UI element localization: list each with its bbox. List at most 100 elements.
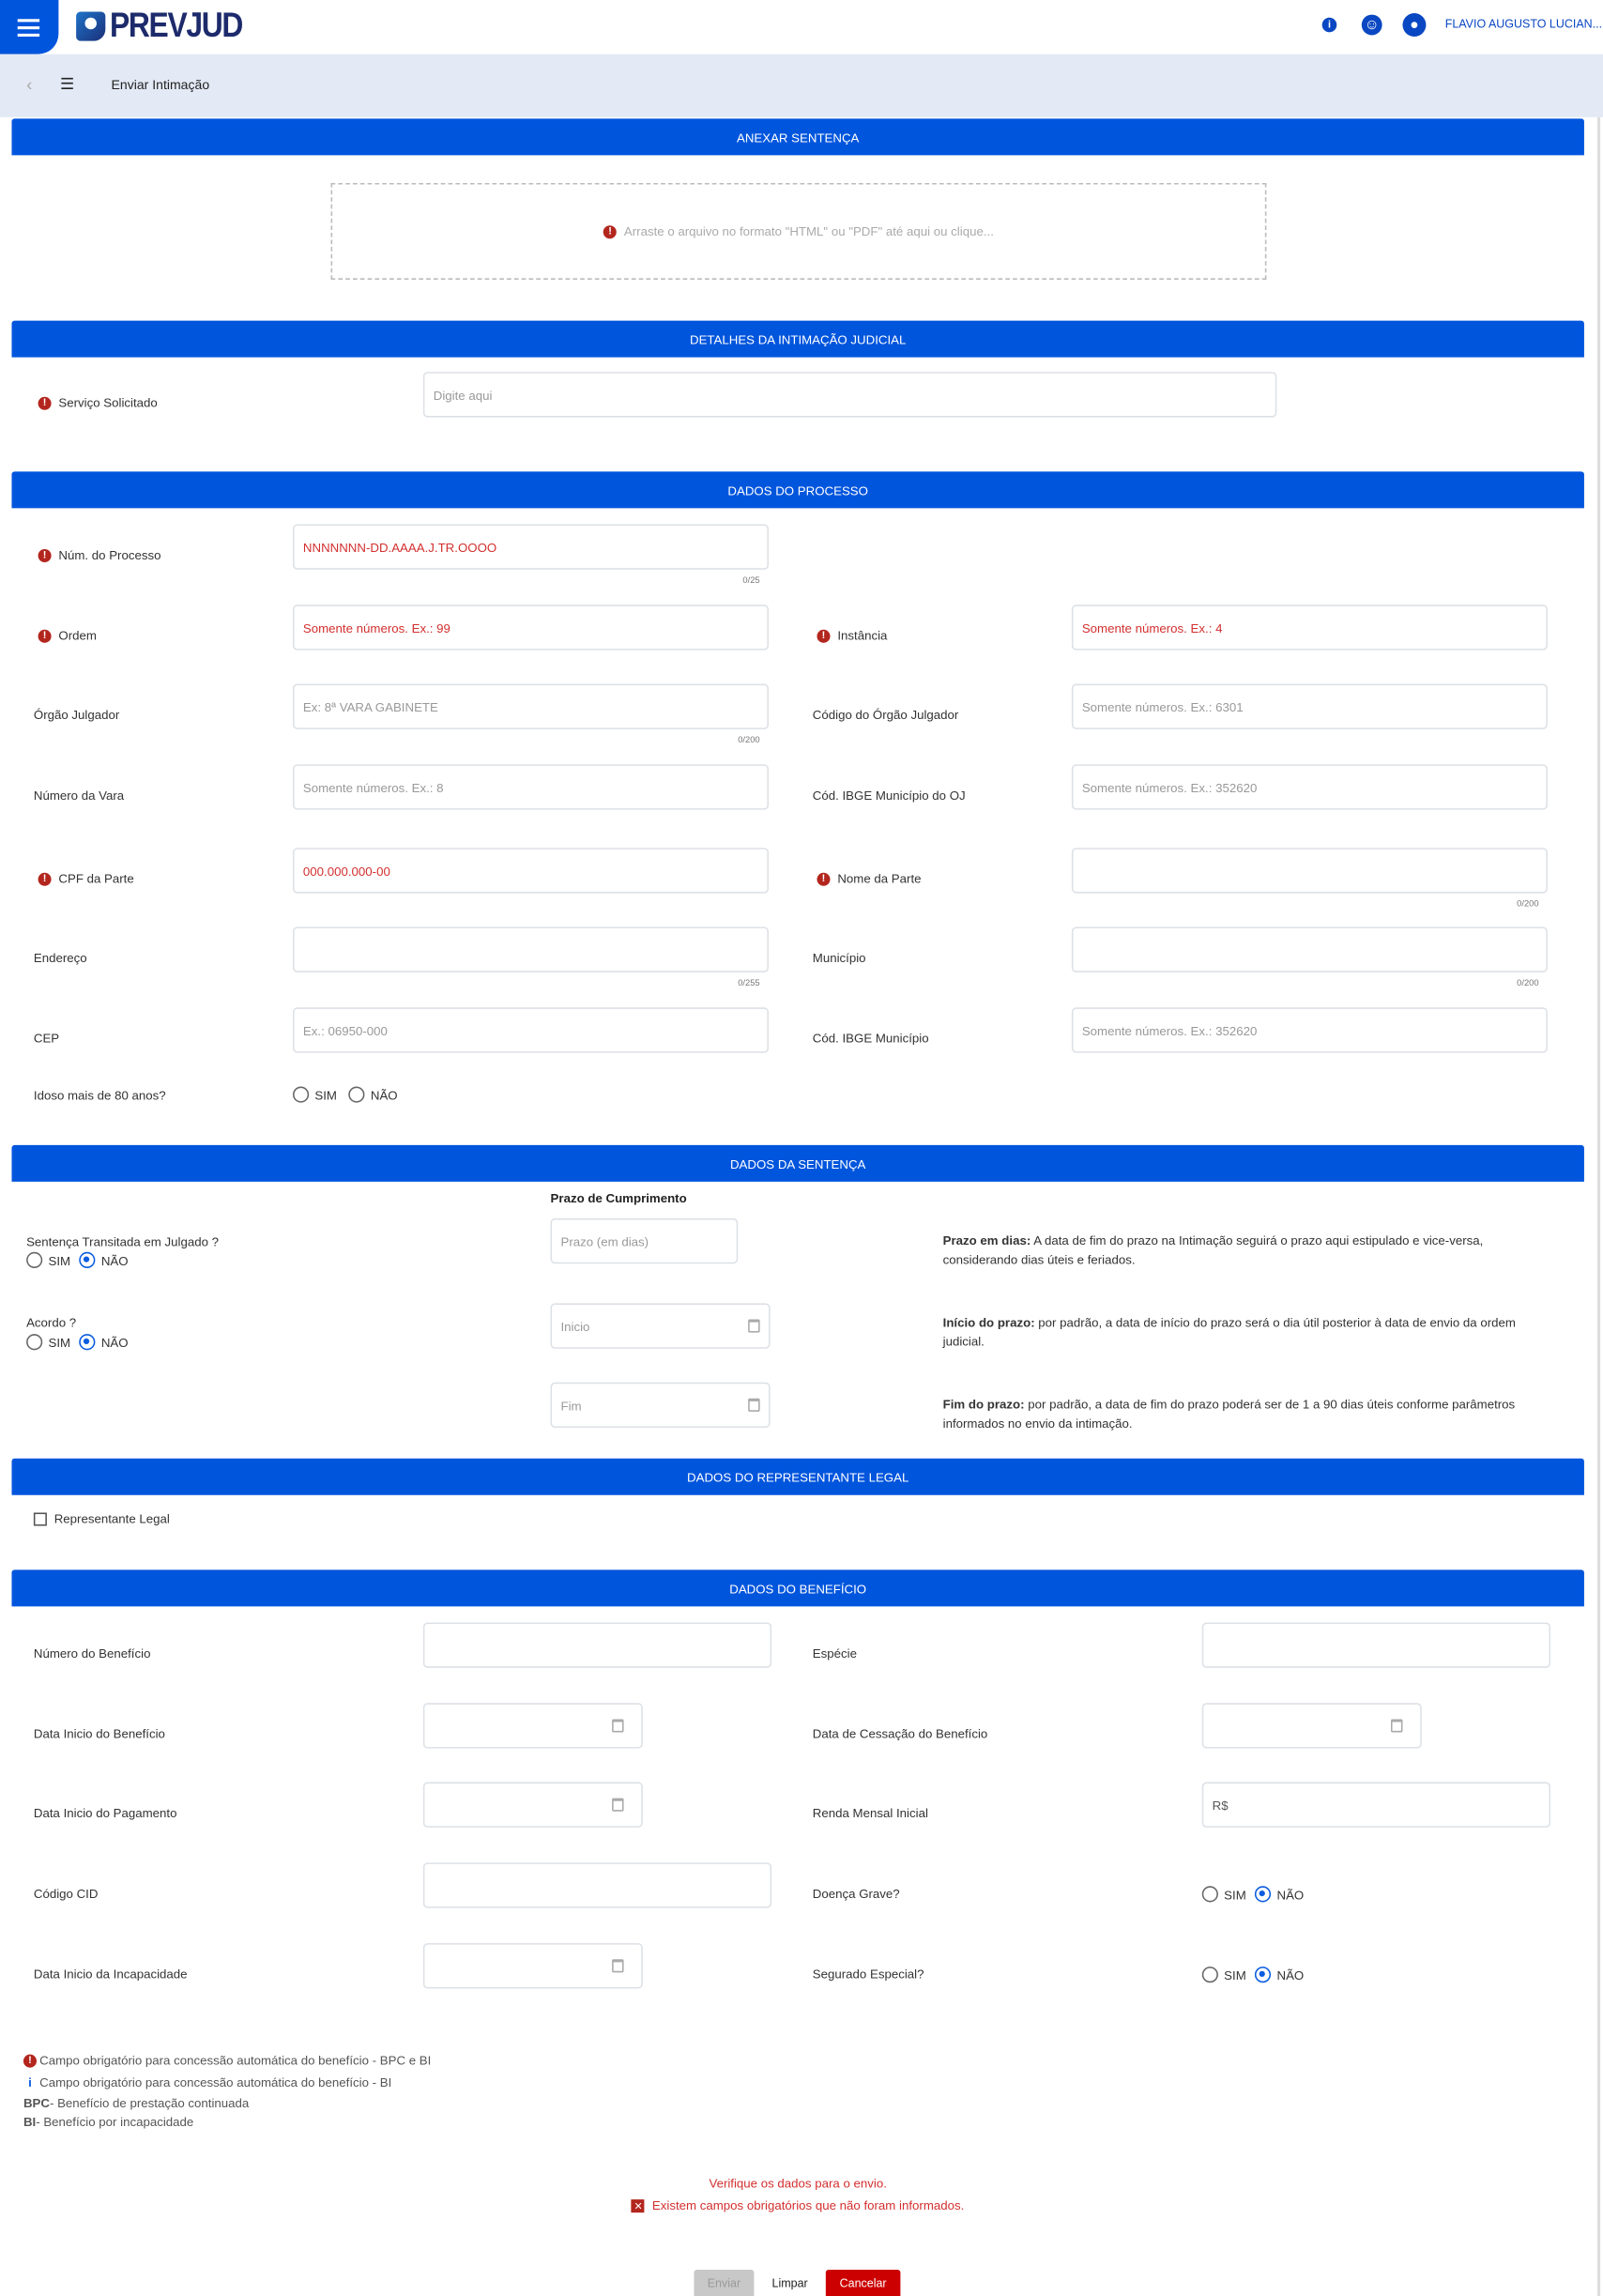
- sim-radio[interactable]: [1201, 1886, 1218, 1903]
- label-text: CEP: [33, 1031, 60, 1046]
- currency-prefix: R$: [1212, 1797, 1229, 1813]
- user-name[interactable]: FLAVIO AUGUSTO LUCIAN...: [1444, 17, 1603, 31]
- prazo-dias-input[interactable]: Prazo (em dias): [550, 1217, 739, 1264]
- process-field-input[interactable]: Somente números. Ex.: 4: [1071, 605, 1548, 651]
- legend-bi: i Campo obrigatório para concessão automá…: [23, 2075, 391, 2090]
- accessibility-icon[interactable]: ☺: [1361, 14, 1382, 36]
- placeholder: Somente números. Ex.: 6301: [1081, 698, 1244, 714]
- char-counter: 0/200: [1517, 900, 1539, 910]
- servico-input[interactable]: Digite aqui: [422, 372, 1277, 418]
- transitada-sim-radio[interactable]: [26, 1251, 43, 1268]
- placeholder: Somente números. Ex.: 352620: [1081, 1022, 1258, 1038]
- char-counter: 0/255: [738, 979, 760, 988]
- numero-input[interactable]: [422, 1622, 772, 1668]
- required-icon: !: [23, 2053, 37, 2067]
- abbr: BPC: [23, 2095, 50, 2110]
- process-field-label: ! CPF da Parte: [38, 871, 134, 886]
- enviar-button[interactable]: Enviar: [694, 2270, 755, 2296]
- cancelar-button[interactable]: Cancelar: [825, 2270, 901, 2296]
- process-field-input[interactable]: Somente números. Ex.: 352620: [1071, 764, 1548, 810]
- user-icon[interactable]: ●: [1402, 13, 1427, 37]
- process-field-label: ! Instância: [817, 628, 887, 643]
- label-text: Cód. IBGE Município: [812, 1031, 929, 1046]
- process-field-input[interactable]: Ex: 8ª VARA GABINETE: [293, 683, 769, 729]
- radio-label: NÃO: [100, 1252, 129, 1268]
- menu-button[interactable]: [0, 0, 59, 54]
- help-bold: Início do prazo:: [942, 1314, 1035, 1330]
- data-cessacao-label: Data de Cessação do Benefício: [812, 1726, 988, 1741]
- help-prazo-dias: Prazo em dias: A data de fim do prazo na…: [943, 1232, 1558, 1270]
- data_pagamento-date-input[interactable]: [422, 1782, 643, 1828]
- renda-input[interactable]: R$: [1201, 1782, 1551, 1828]
- transitada-nao-radio[interactable]: [79, 1251, 96, 1268]
- section-processo-header: DADOS DO PROCESSO: [11, 471, 1584, 509]
- list-icon[interactable]: ☰: [59, 76, 75, 94]
- data_inicio-date-input[interactable]: [422, 1703, 643, 1749]
- calendar-icon[interactable]: [748, 1319, 760, 1333]
- abbr: BI: [23, 2114, 37, 2130]
- required-icon: !: [38, 629, 52, 643]
- incapacidade-date-input[interactable]: [422, 1943, 643, 1989]
- calendar-icon[interactable]: [612, 1798, 624, 1812]
- calendar-icon[interactable]: [748, 1398, 760, 1412]
- help-text: por padrão, a data de início do prazo se…: [942, 1314, 1516, 1349]
- legend-text: Campo obrigatório para concessão automát…: [39, 2074, 392, 2090]
- nao-radio[interactable]: [1255, 1886, 1272, 1903]
- transitada-label: Sentença Transitada em Julgado ?: [26, 1234, 220, 1249]
- help-fim: Fim do prazo: por padrão, a data de fim …: [943, 1396, 1558, 1434]
- especie-input[interactable]: [1201, 1622, 1551, 1668]
- calendar-icon[interactable]: [1391, 1719, 1403, 1733]
- acordo-sim-radio[interactable]: [26, 1334, 43, 1351]
- process-field-input[interactable]: Somente números. Ex.: 8: [293, 764, 769, 810]
- representante-checkbox[interactable]: [33, 1511, 47, 1525]
- idoso-nao-radio[interactable]: [348, 1086, 365, 1103]
- error-text: Existem campos obrigatórios que não fora…: [651, 2197, 965, 2213]
- inicio-placeholder: Inicio: [560, 1318, 590, 1334]
- checkbox-label: Representante Legal: [53, 1510, 170, 1526]
- process-field-input[interactable]: Somente números. Ex.: 99: [293, 605, 769, 651]
- process-field-label: Município: [813, 950, 866, 965]
- char-counter: 0/25: [742, 576, 760, 586]
- idoso-radio-group: SIM NÃO: [293, 1086, 398, 1103]
- inicio-date-input[interactable]: Inicio: [550, 1303, 771, 1349]
- process-field-label: Endereço: [34, 950, 87, 965]
- calendar-icon[interactable]: [612, 1719, 624, 1733]
- process-field-input[interactable]: 000.000.000-00: [293, 848, 769, 894]
- label-text: Nome da Parte: [837, 871, 922, 886]
- servico-label: ! Serviço Solicitado: [38, 395, 158, 410]
- sim-radio[interactable]: [1201, 1967, 1218, 1983]
- process-field-input[interactable]: Ex.: 06950-000: [293, 1007, 769, 1053]
- acordo-radio-group: SIM NÃO: [26, 1334, 129, 1351]
- info-icon[interactable]: i: [1321, 17, 1337, 33]
- legend-text: Campo obrigatório para concessão automát…: [39, 2053, 432, 2068]
- nao-radio[interactable]: [1255, 1967, 1272, 1983]
- back-chevron-icon[interactable]: ‹: [26, 74, 33, 96]
- data_cessacao-date-input[interactable]: [1201, 1703, 1422, 1749]
- logo[interactable]: PREVJUD: [76, 6, 266, 46]
- scrollbar[interactable]: [1596, 116, 1601, 2296]
- fim-date-input[interactable]: Fim: [550, 1382, 771, 1428]
- radio-label: NÃO: [1276, 1967, 1305, 1982]
- radio-label: SIM: [314, 1087, 337, 1102]
- process-field-input[interactable]: Somente números. Ex.: 6301: [1071, 683, 1548, 729]
- process-field-input[interactable]: NNNNNNN-DD.AAAA.J.TR.OOOO: [293, 524, 769, 570]
- process-field-input[interactable]: [1071, 848, 1548, 894]
- radio-label: NÃO: [100, 1334, 129, 1350]
- process-field-input[interactable]: [293, 926, 769, 972]
- limpar-button[interactable]: Limpar: [755, 2270, 825, 2296]
- label-text: Instância: [837, 628, 888, 643]
- representante-checkbox-row[interactable]: Representante Legal: [33, 1510, 170, 1526]
- process-field-input[interactable]: Somente números. Ex.: 352620: [1071, 1007, 1548, 1053]
- placeholder: Ex.: 06950-000: [302, 1022, 388, 1038]
- calendar-icon[interactable]: [612, 1959, 624, 1973]
- abbr-text: - Benefício de prestação continuada: [49, 2095, 250, 2110]
- data-inicio-label: Data Inicio do Benefício: [33, 1726, 165, 1741]
- acordo-nao-radio[interactable]: [79, 1334, 96, 1351]
- process-field-input[interactable]: [1071, 926, 1548, 972]
- required-icon: !: [603, 224, 618, 238]
- radio-label: NÃO: [370, 1087, 398, 1102]
- file-dropzone[interactable]: ! Arraste o arquivo no formato "HTML" ou …: [330, 183, 1267, 280]
- radio-label: SIM: [48, 1252, 71, 1268]
- idoso-sim-radio[interactable]: [293, 1086, 310, 1103]
- cid-input[interactable]: [422, 1862, 772, 1908]
